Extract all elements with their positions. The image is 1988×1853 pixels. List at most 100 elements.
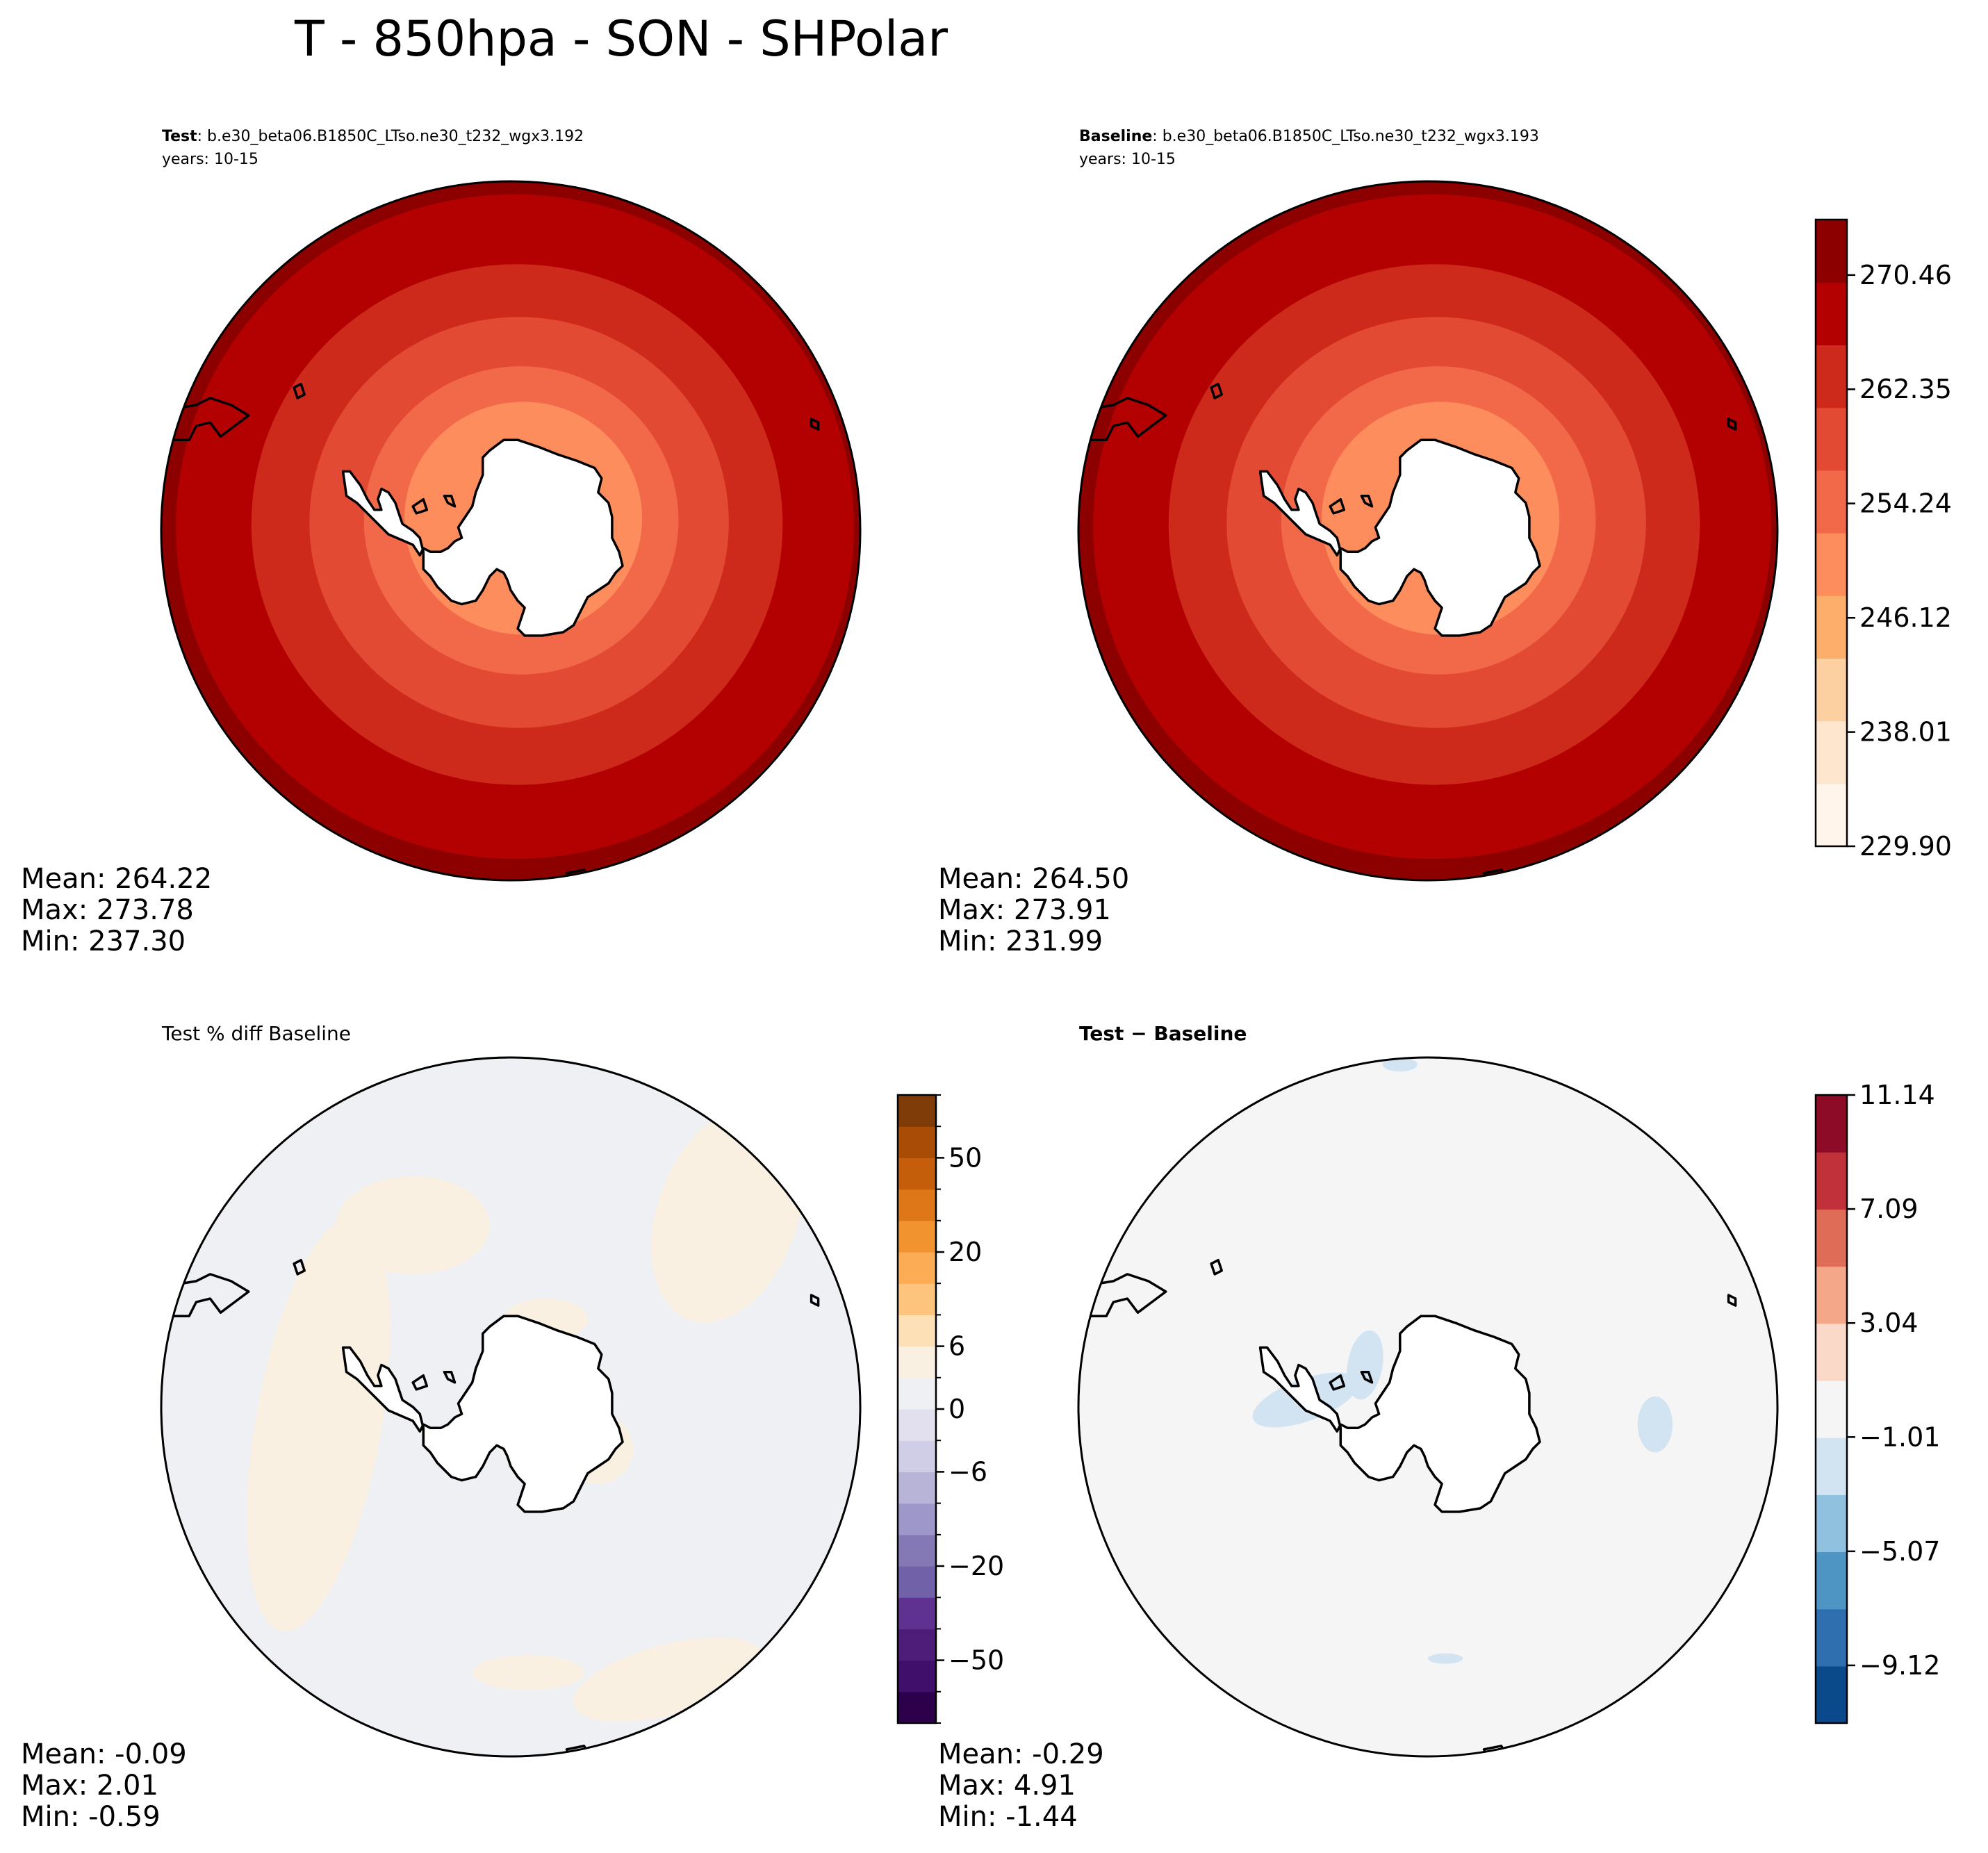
- cb2-swatch: [898, 1346, 936, 1378]
- map3-antarctica-coastline: [341, 1315, 624, 1513]
- cb2-swatch: [898, 1597, 936, 1629]
- cb2-tick-label: −6: [948, 1456, 987, 1487]
- map2-island-coastline: [1329, 497, 1346, 515]
- map1-antarctica-coastline: [341, 438, 624, 637]
- map3-island-coastline: [293, 1258, 306, 1276]
- cb1-tick-label: 238.01: [1859, 717, 1952, 748]
- panel-baseline: Baseline: b.e30_beta06.B1850C_LTso.ne30_…: [938, 128, 1952, 957]
- cb3-tick-label: −5.07: [1859, 1536, 1940, 1567]
- cb2-swatch: [898, 1534, 936, 1567]
- map2-field: [1078, 181, 1777, 880]
- cb2-swatch: [898, 1126, 936, 1158]
- panel-baseline-mean: Mean: 264.50: [938, 863, 1129, 895]
- cb3-swatch: [1816, 1152, 1847, 1210]
- figure-title: T - 850hpa - SON - SHPolar: [294, 10, 948, 67]
- cb2-swatch: [898, 1660, 936, 1693]
- cb3-swatch: [1816, 1095, 1847, 1153]
- cb2-swatch: [898, 1503, 936, 1535]
- panel-test-years: years: 10-15: [162, 151, 258, 168]
- cb2-swatch: [898, 1252, 936, 1284]
- map3-anomaly-patch: [573, 1637, 764, 1722]
- map4-antarctica-mask: [1260, 1316, 1540, 1512]
- map2-antarctica-coastline: [1258, 438, 1541, 637]
- cb1-tick-label: 229.90: [1859, 831, 1952, 862]
- panel-percent-diff: Test % diff Baseline Mean: -0.09 Max: 2.…: [21, 1022, 1004, 1833]
- colorbar-difference: −9.12 −5.07 −1.01 3.04 7.09 11.14: [1814, 1080, 1940, 1724]
- panel-test-mean: Mean: 264.22: [21, 863, 212, 895]
- panel-percent-diff-mean: Mean: -0.09: [21, 1738, 187, 1770]
- map4-anomaly-patch: [1637, 1396, 1673, 1453]
- map3-anomaly-patch: [336, 1176, 490, 1274]
- panel-difference-map: [1077, 1056, 1779, 1758]
- map4-anomaly-patch: [1382, 1057, 1418, 1072]
- cb3-swatch: [1816, 1380, 1847, 1438]
- cb2-tick-label: −20: [948, 1551, 1004, 1581]
- map2-antarctica-mask: [1260, 440, 1540, 636]
- map3-island-coastline: [443, 1370, 457, 1384]
- cb2-swatch: [898, 1189, 936, 1221]
- map4-field: [1078, 1057, 1777, 1756]
- panel-percent-diff-max: Max: 2.01: [21, 1770, 158, 1802]
- map1-field: [161, 181, 860, 880]
- cb2-swatch: [898, 1377, 936, 1410]
- cb3-swatch: [1816, 1494, 1847, 1553]
- map1-island-coastline: [293, 382, 306, 400]
- map4-island-coastline: [1727, 1294, 1737, 1307]
- cb1-tick-label: 262.35: [1859, 374, 1952, 404]
- map4-island-coastline: [1210, 1258, 1223, 1276]
- panel-baseline-min: Min: 231.99: [938, 925, 1103, 957]
- map3-field: [161, 1057, 860, 1756]
- cb2-swatch: [898, 1095, 936, 1127]
- colorbar-percent-diff: −50 −20 −6 0 6 20 50: [896, 1094, 1004, 1724]
- map4-anomaly-patch: [1347, 1330, 1383, 1400]
- map1-antarctica-mask: [343, 440, 623, 636]
- map2-island-coastline: [1727, 418, 1737, 431]
- map2-map-boundary: [1077, 180, 1779, 882]
- cb3-tick-label: 11.14: [1859, 1080, 1935, 1110]
- cb2-swatch: [898, 1440, 936, 1472]
- cb2-swatch: [898, 1691, 936, 1724]
- cb1-swatch: [1816, 345, 1847, 409]
- map3-anomaly-patch: [472, 1655, 584, 1690]
- panel-percent-diff-min: Min: -0.59: [21, 1801, 161, 1833]
- cb3-tick-label: −1.01: [1859, 1422, 1940, 1452]
- cb1-swatch: [1816, 470, 1847, 534]
- panel-difference-title: Test − Baseline: [1079, 1022, 1247, 1045]
- map1-island-coastline: [411, 497, 429, 515]
- map3-antarctica-mask: [343, 1316, 623, 1512]
- panel-difference-min: Min: -1.44: [938, 1801, 1078, 1833]
- panel-baseline-max: Max: 273.91: [938, 894, 1111, 926]
- cb3-tick-label: −9.12: [1859, 1650, 1940, 1681]
- panel-test-map: [160, 180, 862, 882]
- cb2-swatch: [898, 1315, 936, 1347]
- cb2-swatch: [898, 1566, 936, 1598]
- map3-anomaly-patch: [246, 1217, 391, 1631]
- cb1-swatch: [1816, 783, 1847, 847]
- cb1-swatch: [1816, 658, 1847, 722]
- map4-island-coastline: [1329, 1374, 1346, 1391]
- panel-baseline-map: [1077, 180, 1779, 882]
- cb1-swatch: [1816, 720, 1847, 784]
- panel-percent-diff-map: [160, 1056, 862, 1758]
- panel-test-title: Test: b.e30_beta06.B1850C_LTso.ne30_t232…: [162, 128, 584, 145]
- cb2-swatch: [898, 1220, 936, 1253]
- panel-baseline-title: Baseline: b.e30_beta06.B1850C_LTso.ne30_…: [1079, 128, 1539, 145]
- map4-south-america-coastline: [1087, 1273, 1167, 1317]
- map4-anomaly-patch: [1428, 1653, 1463, 1664]
- cb2-swatch: [898, 1629, 936, 1661]
- cb2-swatch: [898, 1472, 936, 1504]
- panel-test-max: Max: 273.78: [21, 894, 194, 926]
- panel-percent-diff-title: Test % diff Baseline: [161, 1022, 351, 1045]
- panel-test-min: Min: 237.30: [21, 925, 186, 957]
- map3-south-america-coastline: [170, 1273, 250, 1317]
- cb1-frame: [1814, 218, 1848, 848]
- map2-south-america-coastline: [1087, 397, 1167, 441]
- map3-island-coastline: [411, 1374, 429, 1391]
- panel-baseline-years: years: 10-15: [1079, 151, 1176, 168]
- cb3-swatch: [1816, 1323, 1847, 1381]
- panel-difference-mean: Mean: -0.29: [938, 1738, 1104, 1770]
- cb1-swatch: [1816, 282, 1847, 345]
- panel-difference: Test − Baseline Mean: -0.29 Max: 4.91 Mi…: [938, 1022, 1940, 1833]
- map2-island-coastline: [1360, 494, 1374, 508]
